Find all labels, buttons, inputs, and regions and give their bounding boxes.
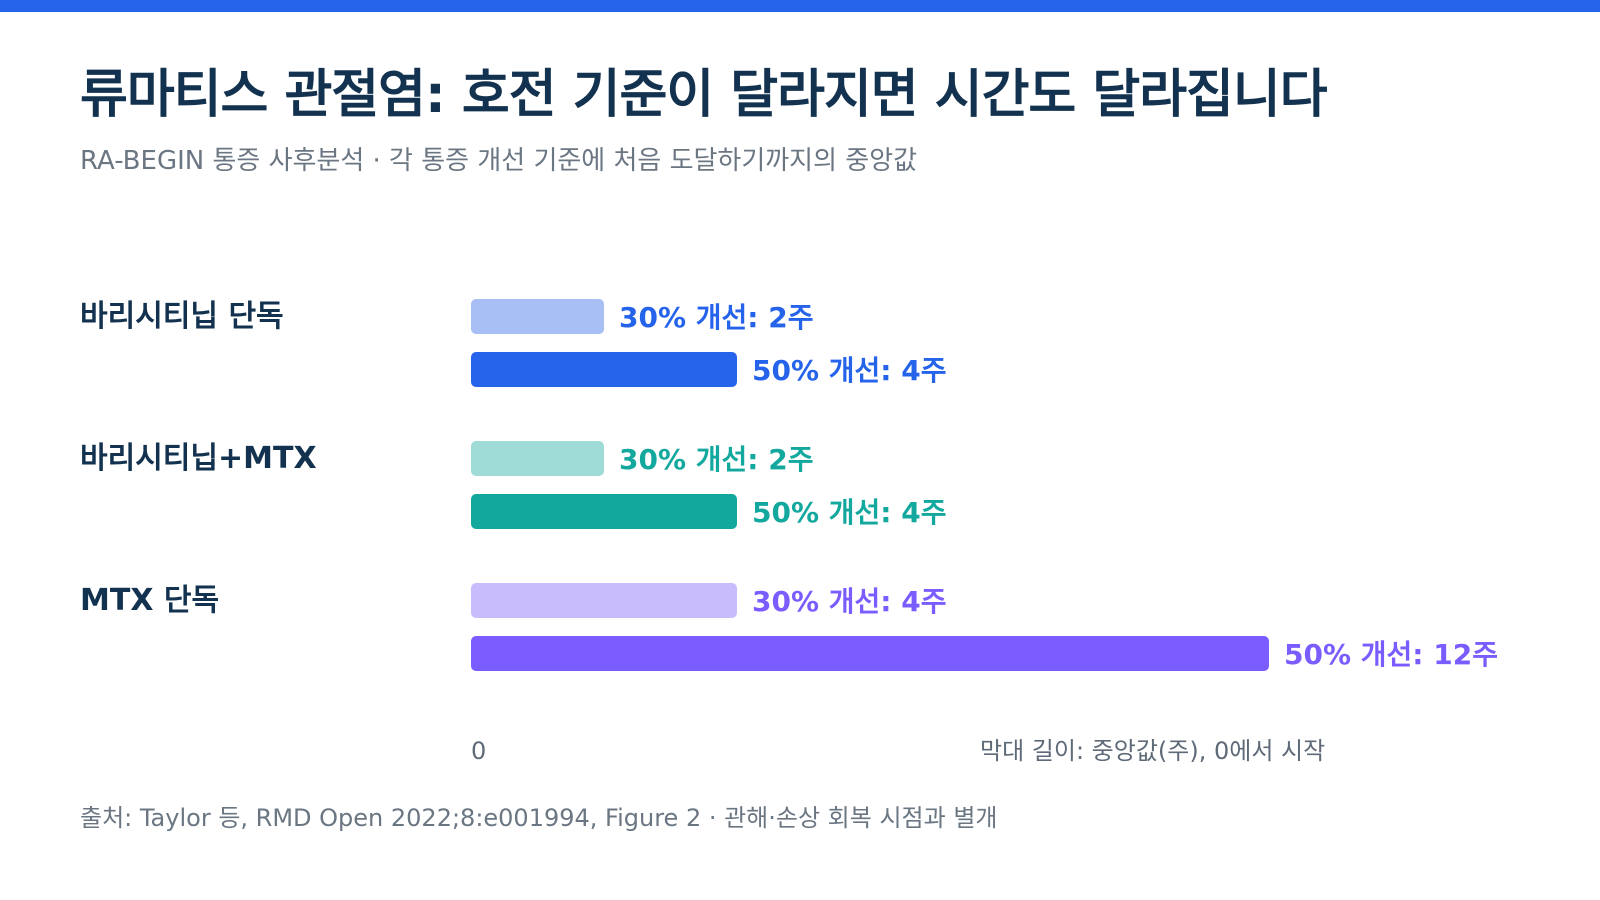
bar-value-label: 50% 개선: 4주 bbox=[752, 354, 946, 387]
axis-note: 막대 길이: 중앙값(주), 0에서 시작 bbox=[980, 737, 1325, 765]
category-label: MTX 단독 bbox=[80, 583, 219, 618]
bar-value-label: 30% 개선: 4주 bbox=[752, 585, 946, 618]
source-note: 출처: Taylor 등, RMD Open 2022;8:e001994, F… bbox=[80, 804, 998, 832]
category-label: 바리시티닙+MTX bbox=[80, 441, 317, 476]
category-label: 바리시티닙 단독 bbox=[80, 299, 284, 334]
bar bbox=[471, 441, 604, 476]
bar bbox=[471, 299, 604, 334]
bar bbox=[471, 494, 737, 529]
bar-value-label: 50% 개선: 4주 bbox=[752, 496, 946, 529]
bar-value-label: 50% 개선: 12주 bbox=[1284, 638, 1498, 671]
bar bbox=[471, 636, 1269, 671]
bar-value-label: 30% 개선: 2주 bbox=[619, 443, 813, 476]
top-accent-bar bbox=[0, 0, 1600, 12]
x-tick-label: 0 bbox=[471, 737, 486, 765]
bar bbox=[471, 583, 737, 618]
chart-subtitle: RA-BEGIN 통증 사후분석 · 각 통증 개선 기준에 처음 도달하기까지… bbox=[80, 146, 918, 176]
chart-title: 류마티스 관절염: 호전 기준이 달라지면 시간도 달라집니다 bbox=[80, 65, 1328, 125]
bar bbox=[471, 352, 737, 387]
bar-value-label: 30% 개선: 2주 bbox=[619, 301, 813, 334]
